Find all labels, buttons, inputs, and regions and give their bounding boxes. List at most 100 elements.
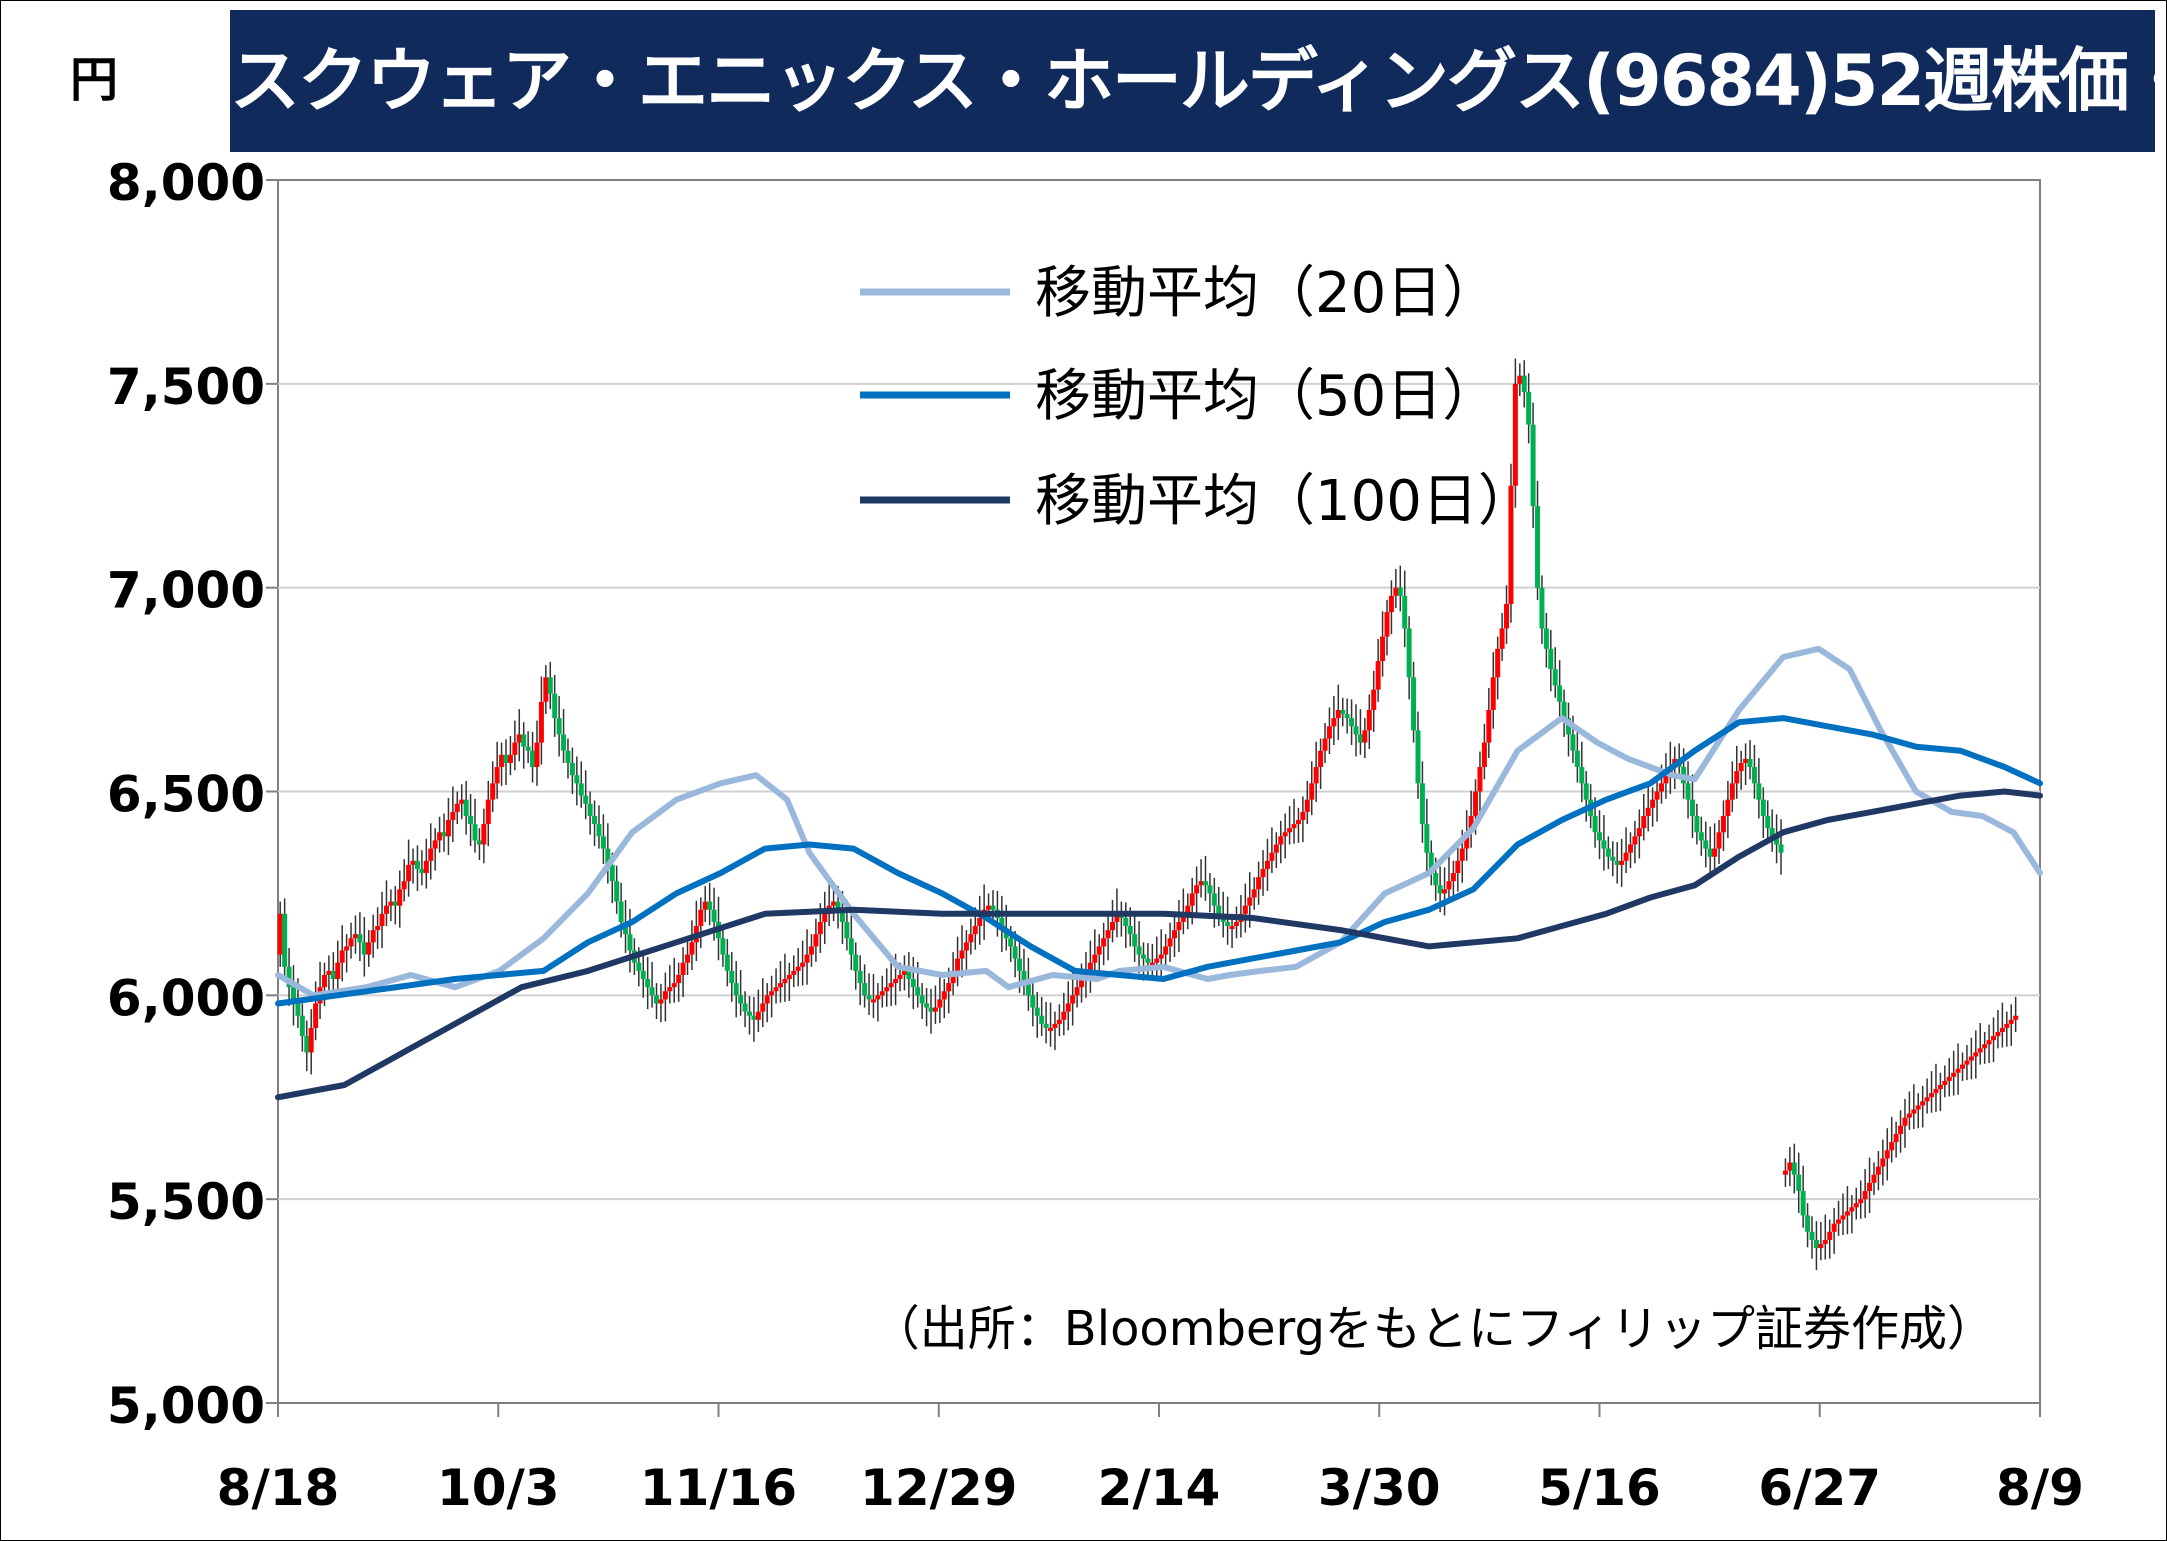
- candle-body: [1539, 587, 1545, 629]
- candle-body: [1813, 1239, 1819, 1249]
- candle-body: [1039, 1015, 1045, 1024]
- candle-body: [1818, 1244, 1824, 1249]
- candle-body: [906, 970, 912, 980]
- candle-body: [379, 913, 385, 927]
- candle-body: [463, 799, 469, 816]
- candle-body: [419, 868, 425, 874]
- candle-body: [1663, 775, 1669, 784]
- candle-body: [742, 1003, 748, 1012]
- candle-body: [1194, 885, 1200, 894]
- candle-body: [963, 942, 969, 951]
- candle-body: [848, 938, 854, 955]
- candle-body: [326, 970, 332, 975]
- candle-body: [990, 905, 996, 910]
- candle-body: [1304, 799, 1310, 812]
- candle-body: [583, 795, 589, 804]
- candle-body: [1645, 807, 1651, 816]
- candle-body: [689, 942, 695, 955]
- candle-body: [1720, 815, 1726, 833]
- candle-body: [428, 848, 434, 861]
- candle-body: [1601, 840, 1607, 849]
- candle-body: [1920, 1101, 1926, 1106]
- candle-body: [1455, 860, 1461, 874]
- candle-body: [1158, 954, 1164, 959]
- candle-body: [1185, 905, 1191, 914]
- candle-body: [866, 995, 872, 1000]
- candle-body: [746, 1011, 752, 1016]
- candle-body: [1729, 783, 1735, 800]
- x-tick-label: 6/27: [1758, 1459, 1881, 1517]
- candle-body: [1689, 799, 1695, 816]
- candle-body: [1349, 718, 1355, 727]
- candle-body: [1999, 1027, 2005, 1033]
- candle-body: [1167, 938, 1173, 947]
- candle-body: [614, 881, 620, 902]
- candle-body: [1521, 375, 1527, 392]
- candle-body: [1025, 983, 1031, 996]
- candle-body: [1805, 1215, 1811, 1232]
- candle-body: [1791, 1162, 1797, 1175]
- candle-body: [401, 881, 407, 890]
- candle-body: [791, 970, 797, 975]
- candle-body: [1867, 1182, 1873, 1192]
- candle-body: [1326, 726, 1332, 739]
- legend-ma100-label: 移動平均（100日）: [1035, 469, 1534, 534]
- candle-body: [738, 995, 744, 1004]
- x-tick-label: 10/3: [437, 1459, 560, 1517]
- candle-body: [1574, 750, 1580, 768]
- candle-body: [924, 1003, 930, 1008]
- candle-body: [1459, 848, 1465, 861]
- candle-body: [1597, 832, 1602, 841]
- candle-body: [1331, 718, 1337, 727]
- candle-body: [1287, 828, 1293, 833]
- legend-ma50-label: 移動平均（50日）: [1035, 364, 1498, 429]
- candle-body: [370, 930, 376, 943]
- candle-body: [755, 1011, 761, 1020]
- y-tick-label: 5,500: [107, 1173, 265, 1231]
- candle-body: [1105, 930, 1111, 939]
- candle-body: [1229, 926, 1235, 930]
- candle-body: [1017, 958, 1023, 971]
- candle-body: [1858, 1199, 1864, 1204]
- candle-body: [1627, 844, 1633, 853]
- candle-body: [1442, 889, 1448, 894]
- candle-body: [1171, 930, 1177, 939]
- x-tick-label: 3/30: [1318, 1459, 1441, 1517]
- candle-body: [1712, 848, 1718, 857]
- candle-body: [1592, 815, 1598, 833]
- candle-body: [751, 1015, 757, 1020]
- candle-body: [1083, 970, 1089, 980]
- candle-body: [1884, 1150, 1890, 1159]
- candle-body: [932, 1007, 938, 1012]
- candle-body: [773, 987, 779, 992]
- candle-body: [1278, 836, 1284, 845]
- candle-body: [1557, 685, 1563, 702]
- candle-body: [1353, 726, 1359, 735]
- candle-body: [574, 775, 580, 784]
- candle-body: [1915, 1105, 1921, 1110]
- candle-body: [627, 934, 633, 951]
- candle-body: [543, 677, 549, 702]
- candle-body: [1849, 1207, 1855, 1212]
- candle-body: [685, 954, 691, 963]
- candle-body: [1694, 815, 1700, 833]
- candle-body: [1012, 946, 1018, 959]
- candle-body: [1698, 832, 1704, 841]
- candle-body: [1862, 1191, 1868, 1200]
- candle-body: [1827, 1231, 1833, 1240]
- candle-body: [720, 938, 726, 955]
- candle-body: [769, 991, 775, 996]
- candle-body: [295, 1003, 301, 1016]
- candle-body: [671, 983, 677, 988]
- candle-body: [308, 1027, 314, 1053]
- candle-body: [352, 934, 358, 939]
- candle-body: [410, 860, 416, 865]
- candle-body: [1127, 926, 1133, 935]
- candle-body: [1291, 824, 1297, 829]
- y-unit-label: 円: [70, 52, 119, 108]
- candle-body: [330, 970, 336, 980]
- candle-body: [441, 832, 447, 837]
- candle-body: [640, 970, 646, 980]
- candle-body: [1535, 506, 1541, 588]
